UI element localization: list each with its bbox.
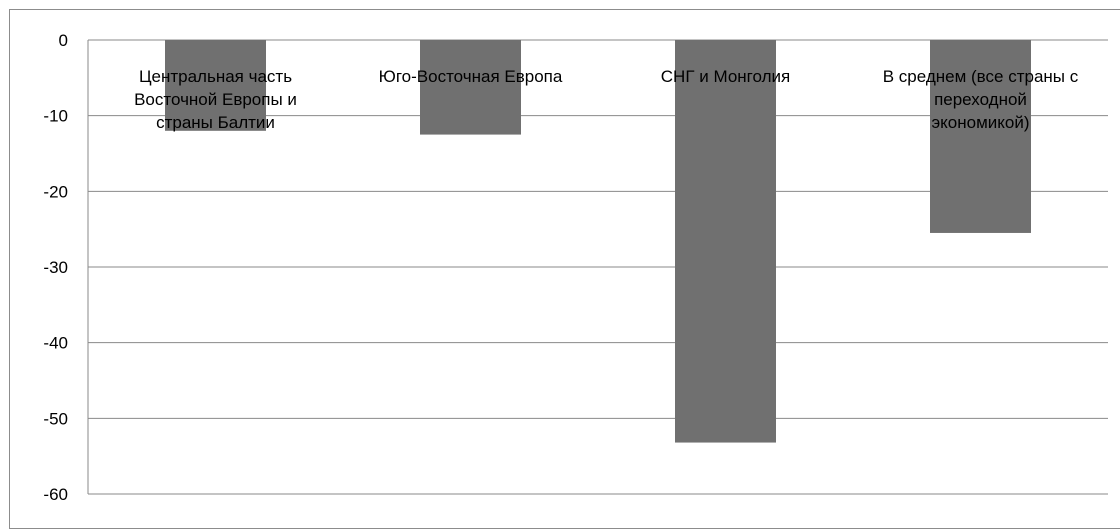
y-tick-label: -40 [43, 334, 68, 353]
bars [165, 40, 1031, 443]
category-label-2: Юго-Восточная Европа [379, 67, 563, 86]
category-label-line: переходной [934, 90, 1027, 109]
category-label-line: Восточной Европы и [134, 90, 297, 109]
category-label-3: СНГ и Монголия [661, 67, 790, 86]
y-tick-label: -30 [43, 258, 68, 277]
category-label-line: Юго-Восточная Европа [379, 67, 563, 86]
category-label-line: СНГ и Монголия [661, 67, 790, 86]
bar-4 [930, 40, 1031, 233]
category-label-line: страны Балтии [156, 113, 275, 132]
category-label-line: Центральная часть [139, 67, 292, 86]
category-labels: Центральная часть Восточной Европы и стран… [134, 67, 1079, 132]
y-tick-label: 0 [59, 31, 68, 50]
bar-chart: 0 -10 -20 -30 -40 -50 -60 Центральная часть Вос… [43, 31, 1108, 504]
bar-1 [165, 40, 266, 131]
category-label-1: Центральная часть Восточной Европы и стран… [134, 67, 297, 132]
y-tick-label: -50 [43, 409, 68, 428]
y-tick-label: -60 [43, 485, 68, 504]
y-tick-label: -10 [43, 107, 68, 126]
bar-3 [675, 40, 776, 443]
category-label-line: экономикой) [931, 113, 1029, 132]
category-label-4: В среднем (все страны с переходной экономи… [883, 67, 1079, 132]
y-axis: 0 -10 -20 -30 -40 -50 -60 [43, 31, 89, 504]
category-label-line: В среднем (все страны с [883, 67, 1079, 86]
y-tick-label: -20 [43, 182, 68, 201]
bar-2 [420, 40, 521, 135]
